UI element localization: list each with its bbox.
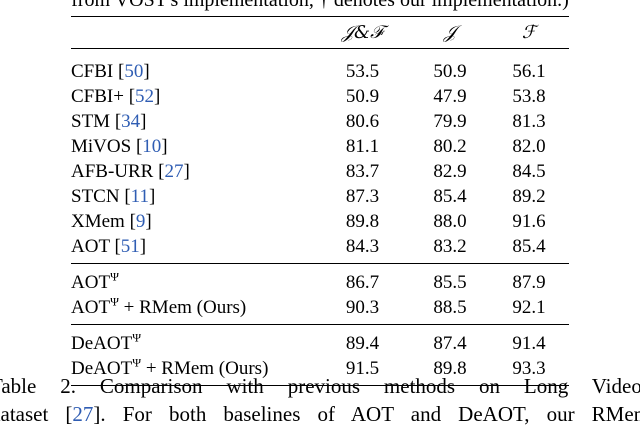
score-f-cell: 91.4 [512,333,546,354]
table-caption: Table 2. Comparison with previous method… [0,372,640,428]
method-name: AFB-URR [71,161,154,182]
score-j-cell: 85.4 [433,186,467,207]
top-text-line: from VOST's implementation, † denotes ou… [71,0,569,11]
table-row: MiVOS [10] 81.1 80.2 82.0 [71,134,569,159]
table-row: AFB-URR [27] 83.7 82.9 84.5 [71,159,569,184]
header-jf: 𝒥&ℱ [314,16,411,49]
score-jf-cell: 91.5 [314,356,411,386]
method-name-cell: XMem [9] [71,211,152,232]
method-name-cell: DeAOTΨ [71,325,314,357]
citation-link[interactable]: 52 [135,86,155,107]
method-name: XMem [71,211,125,232]
method-name: MiVOS [71,136,132,157]
score-j-cell: 82.9 [433,161,467,182]
citation-link[interactable]: 10 [142,136,162,157]
table-row: CFBI [50] 53.5 50.9 56.1 [71,49,569,85]
score-jf-cell: 87.3 [345,186,380,207]
method-name: STCN [71,186,120,207]
score-jf-cell: 81.1 [345,136,380,157]
score-jf-cell: 50.9 [345,86,380,107]
method-name-cell: MiVOS [10] [71,136,168,157]
score-f-cell: 85.4 [489,234,569,264]
table-header-row: 𝒥&ℱ 𝒥 ℱ [71,16,569,49]
citation-link[interactable]: 27 [164,161,184,182]
table-row: AOTΨ 86.7 85.5 87.9 [71,264,569,296]
psi-superscript: Ψ [110,294,119,309]
method-name: STM [71,111,111,132]
method-name-cell: AOTΨ [71,264,314,296]
score-f-cell: 87.9 [512,272,546,293]
citation-link[interactable]: 9 [135,211,146,232]
score-jf-cell: 84.3 [314,234,411,264]
method-suffix: + RMem (Ours) [118,297,247,318]
psi-superscript: Ψ [110,269,119,284]
table-row: XMem [9] 89.8 88.0 91.6 [71,209,569,234]
table-row: STM [34] 80.6 79.9 81.3 [71,109,569,134]
header-j: 𝒥 [411,16,489,49]
table-row: STCN [11] 87.3 85.4 89.2 [71,184,569,209]
score-f-cell: 53.8 [512,86,546,107]
method-name-cell: CFBI [50] [71,61,150,82]
score-j-cell: 83.2 [411,234,489,264]
score-j-cell: 85.5 [433,272,467,293]
header-method [71,16,314,49]
score-j-cell: 87.4 [433,333,467,354]
method-name: DeAOT [71,333,133,354]
method-name-cell: CFBI+ [52] [71,86,161,107]
score-j-cell: 50.9 [433,61,467,82]
method-name: DeAOT [71,358,133,379]
score-j-cell: 88.5 [411,295,489,325]
table-row: DeAOTΨ + RMem (Ours) 91.5 89.8 93.3 [71,356,569,386]
method-name-cell: STM [34] [71,111,147,132]
table-row: AOTΨ + RMem (Ours) 90.3 88.5 92.1 [71,295,569,325]
results-table: 𝒥&ℱ 𝒥 ℱ CFBI [50] 53.5 50.9 56.1 CFBI+ [52] 5… [71,16,569,386]
score-j-cell: 80.2 [433,136,467,157]
score-jf-cell: 53.5 [345,61,380,82]
score-f-cell: 91.6 [512,211,546,232]
method-name-cell: DeAOTΨ + RMem (Ours) [71,356,314,386]
score-f-cell: 84.5 [512,161,546,182]
score-j-cell: 47.9 [433,86,467,107]
score-jf-cell: 89.8 [345,211,380,232]
citation-link[interactable]: 51 [120,236,140,257]
citation-link[interactable]: 34 [121,111,141,132]
method-name-cell: STCN [11] [71,186,156,207]
caption-line-2: dataset [27]. For both baselines of AOT … [0,402,640,426]
score-j-cell: 88.0 [433,211,467,232]
score-f-cell: 92.1 [489,295,569,325]
citation-link[interactable]: 50 [124,61,144,82]
psi-superscript: Ψ [132,355,142,370]
method-name: AOT [71,272,111,293]
method-name: AOT [71,297,111,318]
score-j-cell: 79.9 [433,111,467,132]
caption-line-1: Table 2. Comparison with previous method… [0,374,640,398]
psi-superscript: Ψ [132,330,142,345]
score-f-cell: 81.3 [512,111,546,132]
score-f-cell: 82.0 [512,136,546,157]
score-jf-cell: 83.7 [345,161,380,182]
table-row: AOT [51] 84.3 83.2 85.4 [71,234,569,264]
method-name: CFBI+ [71,86,124,107]
score-f-cell: 56.1 [512,61,546,82]
caption-cite-link[interactable]: 27 [72,402,94,426]
score-jf-cell: 86.7 [345,272,380,293]
header-f: ℱ [489,16,569,49]
method-name: AOT [71,236,110,257]
table-row: CFBI+ [52] 50.9 47.9 53.8 [71,84,569,109]
score-jf-cell: 80.6 [345,111,380,132]
method-name: CFBI [71,61,114,82]
score-jf-cell: 90.3 [314,295,411,325]
score-f-cell: 93.3 [489,356,569,386]
method-name-cell: AFB-URR [27] [71,161,190,182]
method-name-cell: AOTΨ + RMem (Ours) [71,295,314,325]
score-j-cell: 89.8 [411,356,489,386]
method-name-cell: AOT [51] [71,234,314,264]
table-row: DeAOTΨ 89.4 87.4 91.4 [71,325,569,357]
score-jf-cell: 89.4 [345,333,380,354]
method-suffix: + RMem (Ours) [141,358,269,379]
score-f-cell: 89.2 [512,186,546,207]
citation-link[interactable]: 11 [130,186,149,207]
